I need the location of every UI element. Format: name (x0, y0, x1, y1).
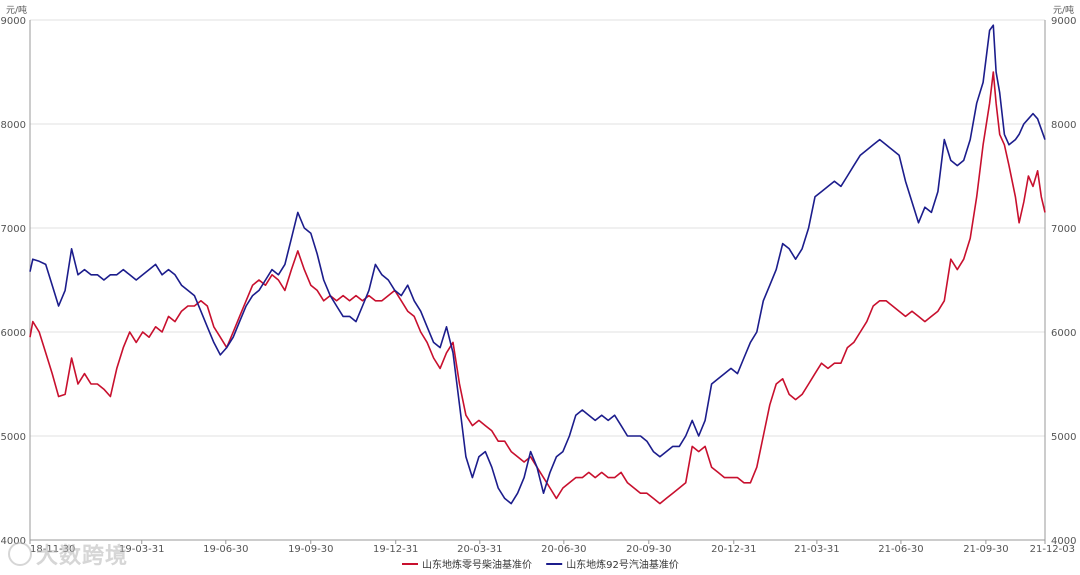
y-tick-right: 6000 (1051, 328, 1076, 339)
x-tick-label: 18-11-30 (30, 544, 75, 555)
legend-label: 山东地炼零号柴油基准价 (422, 558, 532, 571)
y-axis-right: 4000 5000 6000 7000 8000 9000 (1051, 16, 1076, 547)
y-tick-left: 5000 (1, 432, 26, 443)
watermark-icon (8, 542, 32, 566)
y-tick-right: 8000 (1051, 120, 1076, 131)
y-tick-right: 7000 (1051, 224, 1076, 235)
y-tick-left: 4000 (1, 536, 26, 547)
legend: 山东地炼零号柴油基准价 山东地炼92号汽油基准价 (402, 558, 679, 571)
y-tick-left: 6000 (1, 328, 26, 339)
x-tick-label: 20-06-30 (541, 544, 586, 555)
x-tick-label: 20-09-30 (626, 544, 671, 555)
x-tick-label: 19-06-30 (203, 544, 248, 555)
y-tick-left: 9000 (1, 16, 26, 27)
x-tick-label: 21-03-31 (794, 544, 839, 555)
x-tick-label: 21-06-30 (878, 544, 923, 555)
series-line-diesel (29, 71, 1046, 505)
x-tick-label: 20-03-31 (457, 544, 502, 555)
x-tick-label: 19-09-30 (288, 544, 333, 555)
series-line-gasoline (29, 24, 1046, 505)
y-tick-right: 5000 (1051, 432, 1076, 443)
legend-label: 山东地炼92号汽油基准价 (566, 558, 679, 571)
y-tick-left: 7000 (1, 224, 26, 235)
y-tick-right: 9000 (1051, 16, 1076, 27)
x-tick-label: 19-12-31 (373, 544, 418, 555)
x-tick-label: 21-09-30 (963, 544, 1008, 555)
series-group (29, 24, 1046, 505)
plot-frame (29, 20, 1046, 541)
y-unit-left: 元/吨 (6, 4, 27, 16)
grid-lines (30, 19, 1045, 541)
x-tick-label: 20-12-31 (711, 544, 756, 555)
x-tick-label: 21-12-03 (1030, 544, 1075, 555)
y-axis-left: 4000 5000 6000 7000 8000 9000 (1, 16, 26, 547)
watermark-logo: 大数跨境 (8, 538, 128, 570)
y-unit-right: 元/吨 (1053, 4, 1074, 16)
y-tick-left: 8000 (1, 120, 26, 131)
y-tick-right: 4000 (1051, 536, 1076, 547)
x-axis: 18-11-30 19-03-31 19-06-30 19-09-30 19-12-31… (29, 540, 1075, 555)
x-tick-label: 19-03-31 (119, 544, 164, 555)
